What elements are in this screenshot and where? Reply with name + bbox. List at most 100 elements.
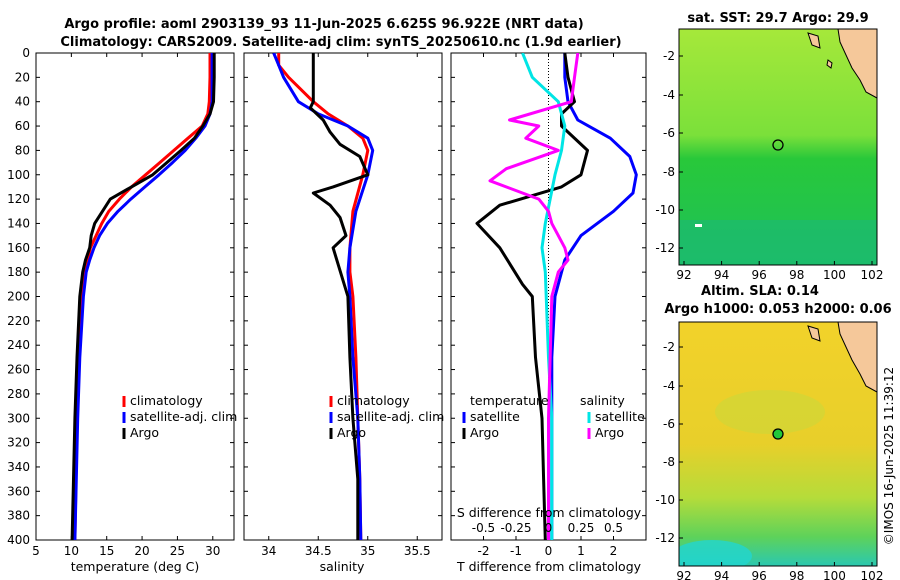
sumatra-land: [837, 29, 877, 99]
lon-tick-label: 92: [676, 268, 691, 282]
x-tick-label: -1: [510, 544, 522, 558]
sla-map: [679, 322, 877, 566]
sumatra-land: [837, 322, 877, 393]
series-line-temperature-satellite: [550, 53, 638, 540]
argo-location-marker: [772, 139, 784, 151]
legend-label: Argo: [470, 425, 499, 440]
lat-tick-label: -4: [663, 379, 675, 393]
s-difference-scale: -0.5 -0.25 0 0.25 0.5: [472, 521, 623, 535]
temperature-legend: climatology satellite-adj. clim Argo: [122, 393, 237, 440]
s-tick-label: -0.25: [500, 521, 531, 535]
series-line-climatology: [277, 53, 370, 540]
legend-label: Argo: [130, 425, 159, 440]
island-land: [807, 325, 821, 342]
series-line-argo: [70, 53, 216, 540]
temperature-series: [70, 53, 216, 540]
lon-tick-label: 100: [823, 268, 846, 282]
lat-tick-label: -4: [663, 88, 675, 102]
s-tick-label: -0.5: [472, 521, 495, 535]
depth-tick-label: 380: [7, 509, 30, 523]
depth-tick-label: 240: [7, 338, 30, 352]
lon-tick-label: 92: [676, 569, 691, 580]
x-tick-label: 10: [64, 544, 79, 558]
lon-tick-label: 96: [752, 569, 767, 580]
lat-tick-label: -2: [663, 340, 675, 354]
legend-label: satellite-adj. clim: [130, 409, 237, 424]
depth-tick-label: 220: [7, 314, 30, 328]
lat-tick-label: -8: [663, 165, 675, 179]
depth-tick-label: 280: [7, 387, 30, 401]
sst-map-frame: [678, 28, 878, 266]
sla-feature: [679, 540, 752, 566]
argo-location-marker: [772, 428, 784, 440]
s-tick-label: 0: [545, 521, 553, 535]
depth-tick-label: 100: [7, 168, 30, 182]
depth-tick-label: 340: [7, 460, 30, 474]
lon-tick-label: 102: [861, 569, 884, 580]
lon-tick-label: 98: [789, 569, 804, 580]
sla-map-axes: 92 94 96 98 100 102 -2 -4 -6 -8 -10 -12: [655, 340, 883, 580]
sla-map-title-line1: Altim. SLA: 0.14: [701, 284, 819, 299]
s-tick-label: 0.5: [604, 521, 623, 535]
legend-label: satellite: [595, 409, 645, 424]
figure-title-line1: Argo profile: aoml 2903139_93 11-Jun-202…: [64, 17, 583, 32]
sla-map-title-line2: Argo h1000: 0.053 h2000: 0.06: [664, 302, 891, 317]
x-tick-label: 20: [134, 544, 149, 558]
s-tick-label: 0.25: [568, 521, 595, 535]
lat-tick-label: -6: [663, 126, 675, 140]
x-tick-label: 34: [261, 544, 276, 558]
legend-label: satellite: [470, 409, 520, 424]
legend-label: satellite-adj. clim: [337, 409, 444, 424]
x-tick-label: 35: [360, 544, 375, 558]
legend-label: climatology: [130, 393, 203, 408]
island-land: [826, 59, 833, 69]
legend-temperature-title: temperature: [470, 393, 549, 408]
series-line-climatology: [73, 53, 212, 540]
map-data-gap: [695, 224, 702, 227]
island-land: [807, 32, 821, 49]
lat-tick-label: -2: [663, 49, 675, 63]
sst-field-south: [679, 220, 877, 265]
depth-tick-label: 300: [7, 411, 30, 425]
depth-tick-label: 140: [7, 216, 30, 230]
x-tick-label: -2: [478, 544, 490, 558]
x-tick-label: 15: [99, 544, 114, 558]
depth-tick-label: 320: [7, 436, 30, 450]
lon-tick-label: 102: [861, 268, 884, 282]
difference-legend: temperature salinity satellite Argo sate…: [462, 393, 645, 440]
x-tick-label: 25: [170, 544, 185, 558]
depth-tick-label: 200: [7, 290, 30, 304]
lon-tick-label: 100: [823, 569, 846, 580]
lat-tick-label: -10: [655, 493, 675, 507]
series-line-argo: [308, 53, 370, 540]
lat-tick-label: -8: [663, 455, 675, 469]
temperature-xlabel: temperature (deg C): [71, 559, 200, 574]
legend-salinity-title: salinity: [580, 393, 625, 408]
difference-series: [475, 53, 638, 540]
lon-tick-label: 98: [789, 268, 804, 282]
sla-map-frame: [678, 321, 878, 567]
difference-xlabel: T difference from climatology: [456, 559, 642, 574]
depth-tick-label: 160: [7, 241, 30, 255]
salinity-series: [272, 53, 375, 540]
depth-tick-label: 80: [15, 143, 30, 157]
x-tick-label: 1: [577, 544, 585, 558]
figure-title-line2: Climatology: CARS2009. Satellite-adj cli…: [60, 35, 621, 50]
lat-tick-label: -6: [663, 417, 675, 431]
x-tick-label: 35.5: [404, 544, 431, 558]
salinity-x-axis: 34 34.5 35 35.5: [261, 53, 431, 558]
depth-tick-label: 260: [7, 363, 30, 377]
timestamp: ©IMOS 16-Jun-2025 11:39:12: [882, 367, 896, 545]
legend-label: climatology: [337, 393, 410, 408]
lat-tick-label: -10: [655, 203, 675, 217]
x-tick-label: 5: [32, 544, 40, 558]
lon-tick-label: 94: [714, 268, 729, 282]
depth-tick-label: 20: [15, 70, 30, 84]
depth-tick-label: 120: [7, 192, 30, 206]
depth-tick-label: 360: [7, 484, 30, 498]
depth-tick-label: 180: [7, 265, 30, 279]
depth-tick-label: 60: [15, 119, 30, 133]
depth-tick-label: 40: [15, 95, 30, 109]
temperature-x-axis: 5 10 15 20 25 30: [32, 53, 220, 558]
